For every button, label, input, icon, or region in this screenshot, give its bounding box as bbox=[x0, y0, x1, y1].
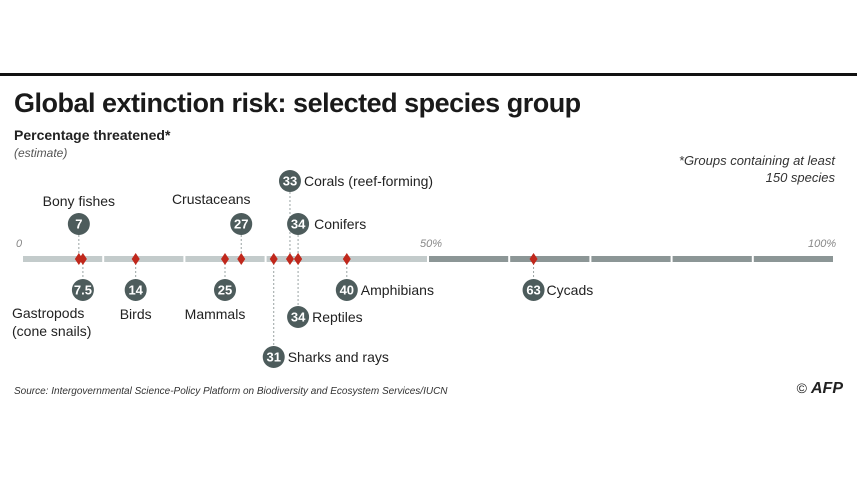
value-badge bbox=[335, 279, 358, 301]
top-rule bbox=[0, 73, 857, 76]
value-badge bbox=[287, 306, 310, 328]
axis-label-0: 0 bbox=[16, 238, 23, 250]
category-label: Gastropods bbox=[12, 305, 84, 321]
value-label: 63 bbox=[526, 283, 540, 298]
source-note: Source: Intergovernmental Science-Policy… bbox=[14, 386, 448, 397]
category-label: Sharks and rays bbox=[288, 349, 389, 365]
value-badge bbox=[278, 170, 301, 192]
copyright-icon: © bbox=[796, 380, 807, 396]
data-point bbox=[131, 253, 140, 265]
value-label: 34 bbox=[291, 217, 306, 232]
value-label: 7 bbox=[75, 217, 82, 232]
category-label: Mammals bbox=[185, 306, 246, 322]
value-label: 25 bbox=[218, 283, 232, 298]
axis-segment bbox=[266, 256, 346, 262]
axis-segment bbox=[104, 256, 184, 262]
value-label: 40 bbox=[340, 283, 354, 298]
value-badge bbox=[214, 279, 236, 301]
axis-segment bbox=[753, 256, 833, 262]
value-badge bbox=[230, 213, 253, 235]
chart-subtitle: Percentage threatened* bbox=[14, 127, 171, 143]
value-label: 34 bbox=[291, 310, 306, 325]
data-point bbox=[285, 253, 294, 265]
afp-logo: © AFP bbox=[797, 380, 843, 398]
value-label: 33 bbox=[283, 174, 297, 189]
axis-segment bbox=[23, 256, 103, 262]
value-label: 31 bbox=[266, 350, 280, 365]
axis-label-50: 50% bbox=[420, 238, 443, 250]
value-label: 7.5 bbox=[74, 283, 92, 298]
data-point bbox=[221, 253, 229, 265]
axis-segment bbox=[510, 256, 590, 262]
value-badge bbox=[124, 279, 147, 301]
value-badge bbox=[522, 279, 545, 301]
value-label: 14 bbox=[128, 283, 143, 298]
data-point bbox=[529, 253, 538, 265]
logo-text: AFP bbox=[811, 380, 843, 397]
axis-label-100: 100% bbox=[808, 238, 837, 250]
value-badge bbox=[287, 213, 310, 235]
chart-footnote: *Groups containing at least 150 species bbox=[678, 153, 835, 185]
chart-subnote: (estimate) bbox=[14, 146, 68, 160]
category-label: Amphibians bbox=[361, 282, 434, 298]
category-label: Bony fishes bbox=[43, 193, 115, 209]
axis-segment bbox=[591, 256, 671, 262]
axis-segment bbox=[429, 256, 509, 262]
value-badge bbox=[71, 279, 94, 301]
data-point bbox=[237, 253, 246, 265]
data-point bbox=[74, 253, 83, 265]
data-point bbox=[269, 253, 278, 265]
chart-title: Global extinction risk: selected species… bbox=[14, 88, 581, 118]
data-point bbox=[294, 253, 303, 265]
data-point bbox=[78, 253, 87, 265]
value-badge bbox=[67, 213, 90, 235]
category-label: Reptiles bbox=[312, 309, 363, 325]
category-label: Birds bbox=[120, 306, 152, 322]
category-label: Crustaceans bbox=[172, 191, 251, 207]
data-point bbox=[342, 253, 351, 265]
axis-segment bbox=[347, 256, 427, 262]
value-badge bbox=[262, 346, 285, 368]
category-label: Conifers bbox=[314, 216, 366, 232]
category-label-line2: (cone snails) bbox=[12, 323, 91, 339]
category-label: Corals (reef-forming) bbox=[304, 173, 433, 189]
axis-segment bbox=[672, 256, 752, 262]
category-label: Cycads bbox=[547, 282, 594, 298]
value-label: 27 bbox=[234, 217, 248, 232]
